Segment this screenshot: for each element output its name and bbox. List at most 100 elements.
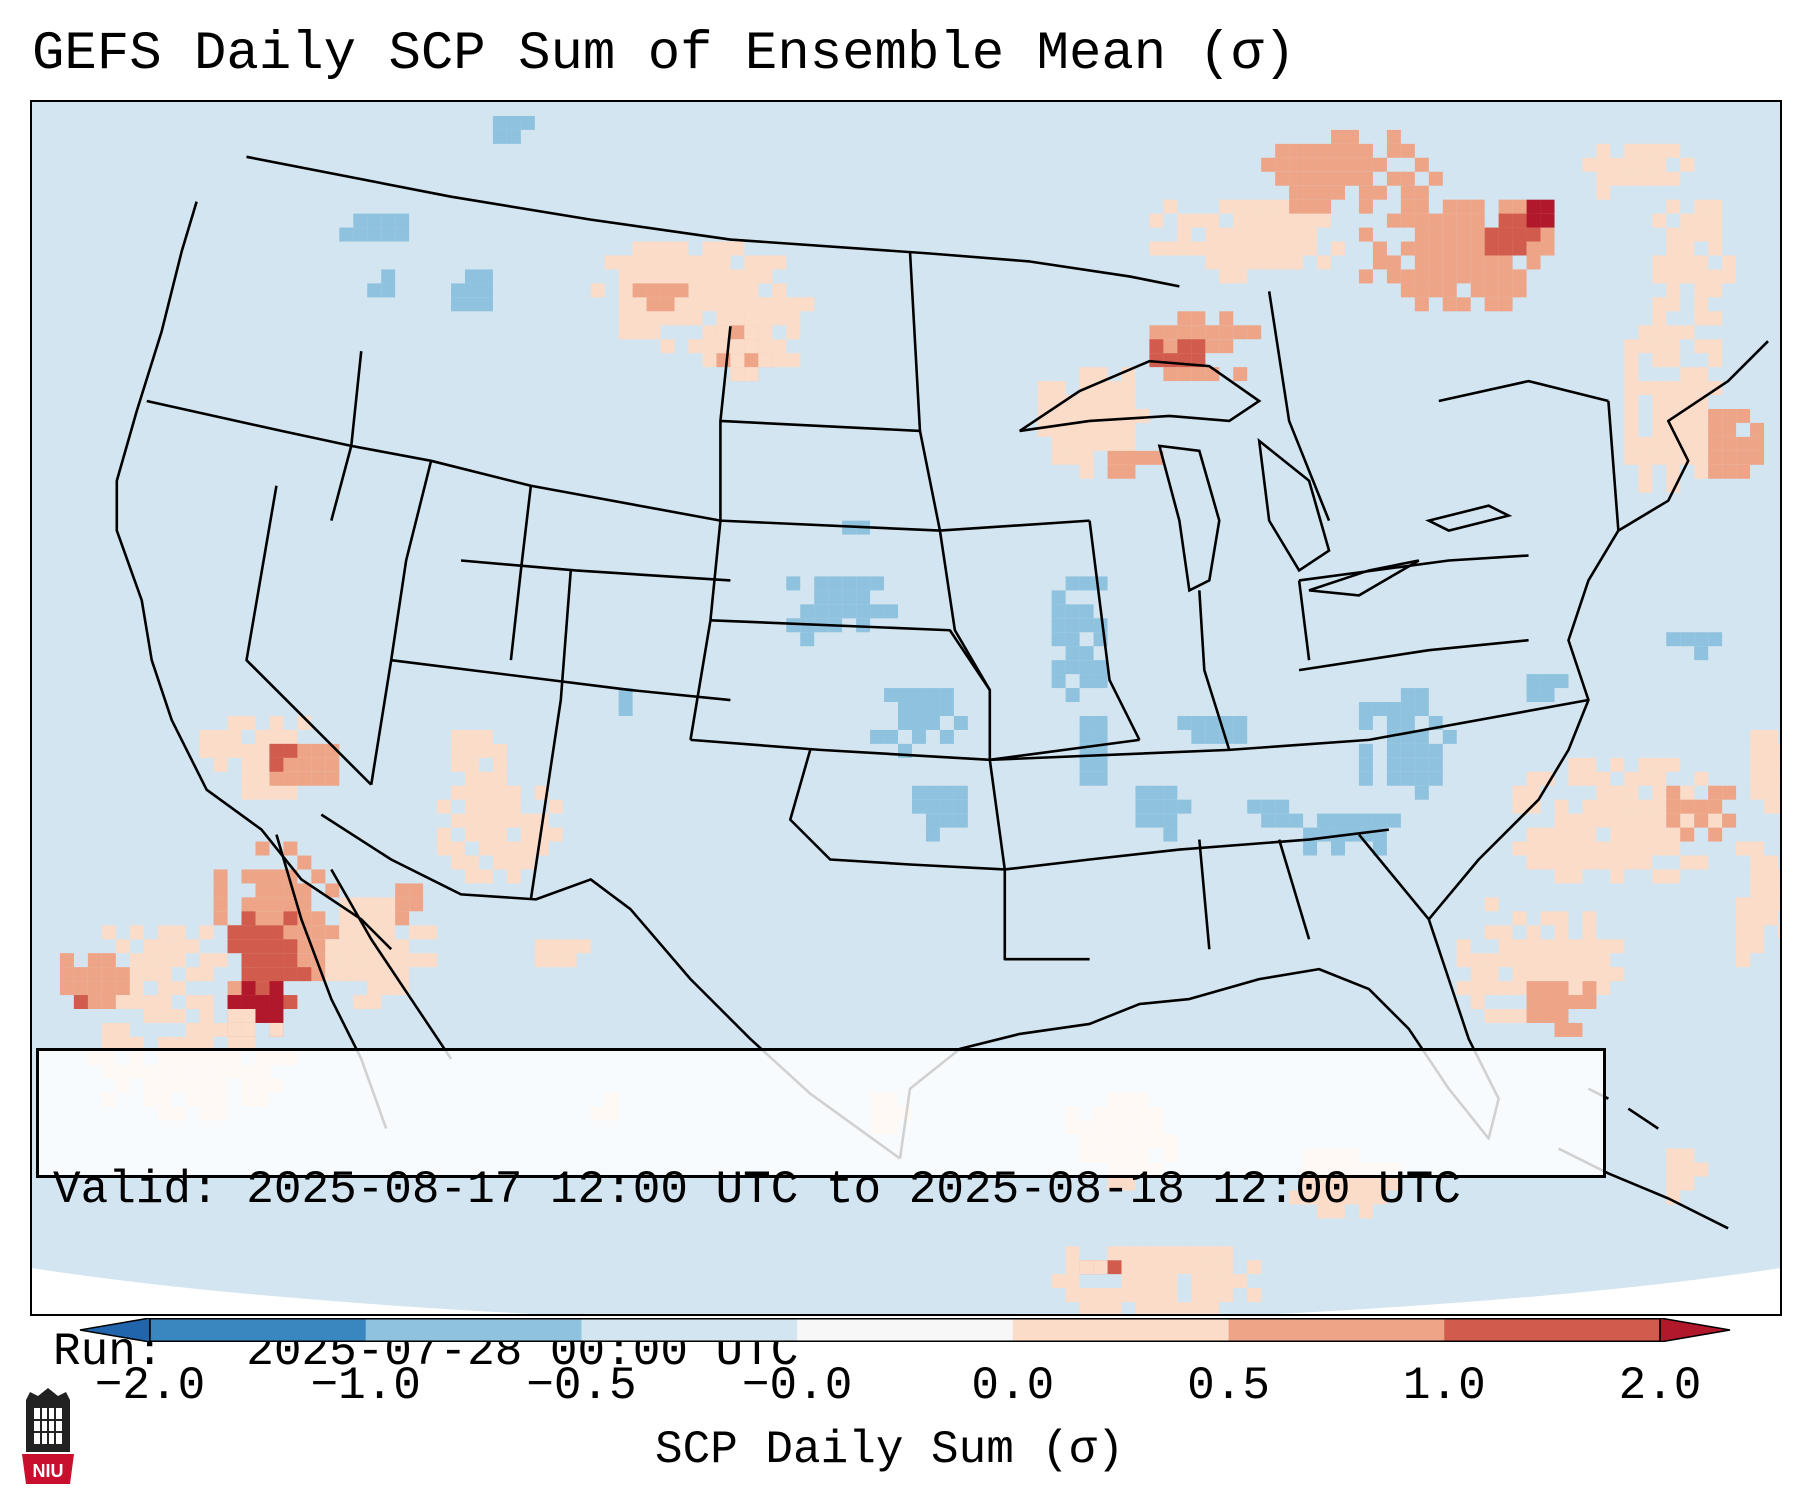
anomaly-cell xyxy=(492,115,507,130)
anomaly-cell xyxy=(1275,799,1290,814)
anomaly-cell xyxy=(646,325,661,340)
anomaly-cell xyxy=(1275,241,1290,256)
anomaly-cell xyxy=(1624,422,1639,437)
anomaly-cell xyxy=(898,715,912,730)
anomaly-cell xyxy=(702,353,717,368)
anomaly-cell xyxy=(465,269,479,284)
anomaly-cell xyxy=(492,841,507,856)
anomaly-cell xyxy=(1680,422,1695,437)
anomaly-cell xyxy=(1512,199,1527,214)
anomaly-cell xyxy=(1526,213,1541,228)
anomaly-cell xyxy=(1177,799,1192,814)
anomaly-cell xyxy=(1247,325,1262,340)
anomaly-cell xyxy=(1303,171,1318,186)
anomaly-cell xyxy=(185,1036,200,1051)
anomaly-cell xyxy=(716,255,731,270)
anomaly-cell xyxy=(1121,1246,1136,1261)
anomaly-cell xyxy=(311,771,326,786)
anomaly-cell xyxy=(1582,827,1597,842)
anomaly-cell xyxy=(1093,660,1108,675)
anomaly-cell xyxy=(1708,283,1723,298)
anomaly-cell xyxy=(1261,799,1276,814)
anomaly-cell xyxy=(1554,1009,1569,1023)
anomaly-cell xyxy=(1498,227,1513,242)
anomaly-cell xyxy=(297,939,312,954)
anomaly-cell xyxy=(856,590,871,605)
anomaly-cell xyxy=(1540,841,1555,856)
anomaly-cell xyxy=(1219,1288,1234,1303)
anomaly-cell xyxy=(1708,227,1723,242)
anomaly-cell xyxy=(1568,1022,1583,1037)
anomaly-cell xyxy=(1191,367,1206,382)
anomaly-cell xyxy=(199,953,214,968)
anomaly-cell xyxy=(1428,771,1443,786)
anomaly-cell xyxy=(1526,967,1541,982)
anomaly-cell xyxy=(199,1036,214,1051)
anomaly-cell xyxy=(1470,241,1485,256)
anomaly-cell xyxy=(758,353,773,368)
anomaly-cell xyxy=(925,688,940,703)
anomaly-cell xyxy=(227,981,242,996)
anomaly-cell xyxy=(1107,464,1122,479)
anomaly-cell xyxy=(1414,771,1429,786)
anomaly-cell xyxy=(1149,353,1164,368)
anomaly-cell xyxy=(1177,241,1192,256)
anomaly-cell xyxy=(465,855,479,870)
anomaly-cell xyxy=(269,715,284,730)
anomaly-cell xyxy=(1652,325,1667,340)
anomaly-cell xyxy=(1303,157,1318,172)
anomaly-cell xyxy=(1750,869,1765,884)
anomaly-cell xyxy=(632,297,647,312)
anomaly-cell xyxy=(1331,185,1345,200)
anomaly-cell xyxy=(520,115,535,130)
anomaly-cell xyxy=(660,255,675,270)
anomaly-cell xyxy=(492,799,507,814)
anomaly-cell xyxy=(1079,674,1094,689)
anomaly-cell xyxy=(171,1009,186,1023)
anomaly-cell xyxy=(1708,785,1723,800)
anomaly-cell xyxy=(115,1036,130,1051)
anomaly-cell xyxy=(730,325,745,340)
anomaly-cell xyxy=(1750,450,1765,465)
anomaly-cell xyxy=(953,813,968,828)
anomaly-cell xyxy=(339,939,354,954)
anomaly-cell xyxy=(1358,1204,1373,1219)
anomaly-cell xyxy=(1331,1204,1345,1219)
anomaly-cell xyxy=(1610,157,1625,172)
anomaly-cell xyxy=(465,757,479,772)
anomaly-cell xyxy=(1680,325,1695,340)
colorbar xyxy=(79,1318,1731,1342)
anomaly-cell xyxy=(367,967,382,982)
anomaly-cell xyxy=(1428,213,1443,228)
anomaly-cell xyxy=(506,799,521,814)
anomaly-cell xyxy=(1317,157,1332,172)
anomaly-cell xyxy=(1694,339,1709,354)
anomaly-cell xyxy=(1331,1190,1345,1205)
anomaly-cell xyxy=(1582,841,1597,856)
anomaly-cell xyxy=(1261,241,1276,256)
anomaly-cell xyxy=(1666,827,1681,842)
anomaly-cell xyxy=(255,911,270,926)
anomaly-cell xyxy=(1694,422,1709,437)
anomaly-cell xyxy=(1750,757,1765,772)
anomaly-cell xyxy=(1610,939,1625,954)
anomaly-cell xyxy=(674,297,689,312)
anomaly-cell xyxy=(1428,283,1443,298)
anomaly-cell xyxy=(1470,227,1485,242)
anomaly-cell xyxy=(1358,813,1373,828)
anomaly-cell xyxy=(870,604,885,619)
anomaly-cell xyxy=(1666,1176,1681,1191)
anomaly-cell xyxy=(1079,367,1094,382)
anomaly-cell xyxy=(241,869,256,884)
anomaly-cell xyxy=(241,939,256,954)
anomaly-cell xyxy=(255,729,270,744)
anomaly-cell xyxy=(758,325,773,340)
anomaly-cell xyxy=(1708,436,1723,451)
anomaly-cell xyxy=(1568,855,1583,870)
anomaly-cell xyxy=(255,1009,270,1023)
great-lakes xyxy=(1019,359,1513,597)
anomaly-cell xyxy=(1694,395,1709,409)
anomaly-cell xyxy=(1624,785,1639,800)
anomaly-cell xyxy=(730,297,745,312)
anomaly-cell xyxy=(1261,199,1276,214)
